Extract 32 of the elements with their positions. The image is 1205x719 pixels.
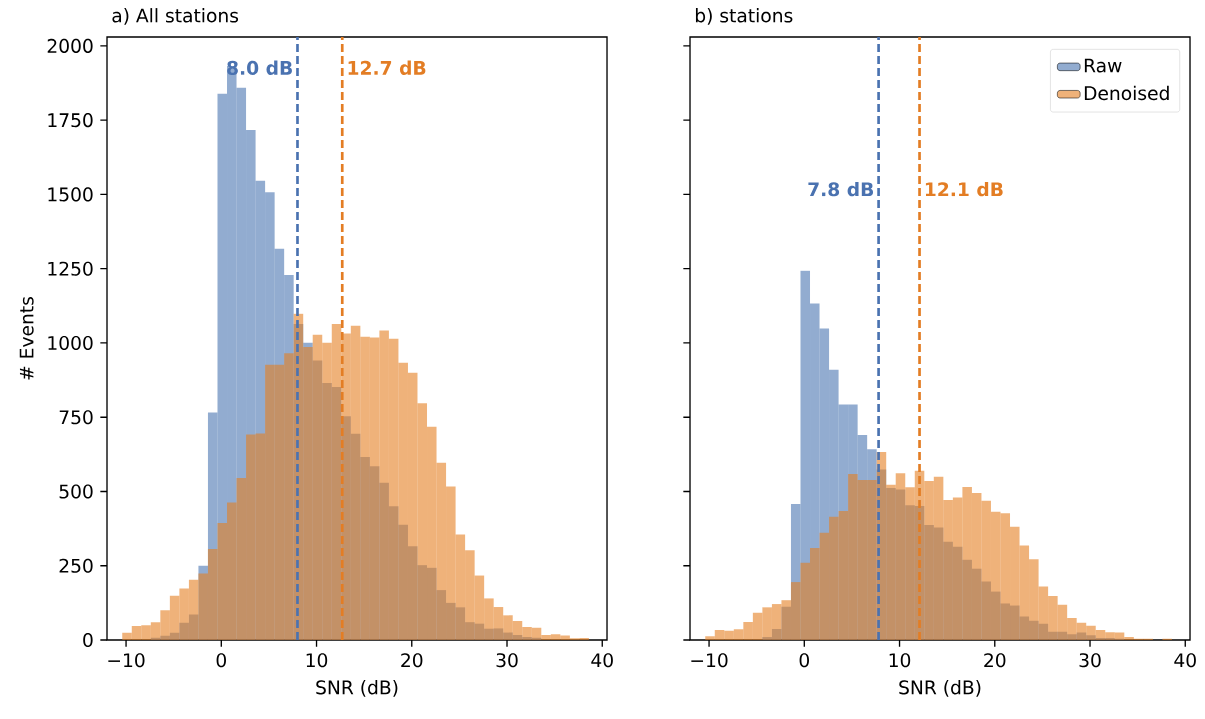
y-tick-label: 750 bbox=[59, 410, 93, 425]
chart-title: b) stations bbox=[695, 8, 793, 25]
y-tick-label: 1750 bbox=[48, 113, 93, 128]
x-tick-label: 10 bbox=[306, 653, 328, 668]
x-tick-label: 30 bbox=[496, 653, 518, 668]
x-tick-label: −10 bbox=[108, 653, 145, 668]
x-tick-label: 40 bbox=[1174, 653, 1196, 668]
x-tick-label: 20 bbox=[401, 653, 423, 668]
x-tick-label: −10 bbox=[691, 653, 728, 668]
y-tick-label: 250 bbox=[59, 558, 93, 573]
x-tick-label: 20 bbox=[984, 653, 1006, 668]
x-tick-label: 40 bbox=[591, 653, 613, 668]
ref-line-label: 12.1 dB bbox=[925, 181, 1003, 197]
y-tick-label: 0 bbox=[83, 632, 93, 648]
x-tick-label: 0 bbox=[799, 653, 809, 668]
ref-line-label: 8.0 dB bbox=[227, 60, 292, 75]
x-axis-title: SNR (dB) bbox=[899, 679, 981, 697]
y-tick-label: 2000 bbox=[47, 38, 93, 53]
ref-line-label: 7.8 dB bbox=[808, 181, 874, 197]
x-axis-title: SNR (dB) bbox=[316, 679, 398, 697]
x-tick-label: 10 bbox=[889, 653, 911, 668]
y-axis-title: # Events bbox=[19, 297, 34, 380]
legend-label: Raw bbox=[1084, 58, 1122, 73]
x-tick-label: 0 bbox=[216, 653, 226, 668]
chart-title: a) All stations bbox=[112, 8, 239, 25]
y-tick-label: 1000 bbox=[48, 335, 93, 351]
x-tick-label: 30 bbox=[1079, 653, 1101, 668]
y-tick-label: 1500 bbox=[48, 187, 93, 202]
y-tick-label: 500 bbox=[59, 484, 93, 499]
legend-label: Denoised bbox=[1084, 85, 1169, 101]
ref-line-label: 12.7 dB bbox=[348, 60, 426, 75]
y-tick-label: 1250 bbox=[48, 261, 93, 276]
